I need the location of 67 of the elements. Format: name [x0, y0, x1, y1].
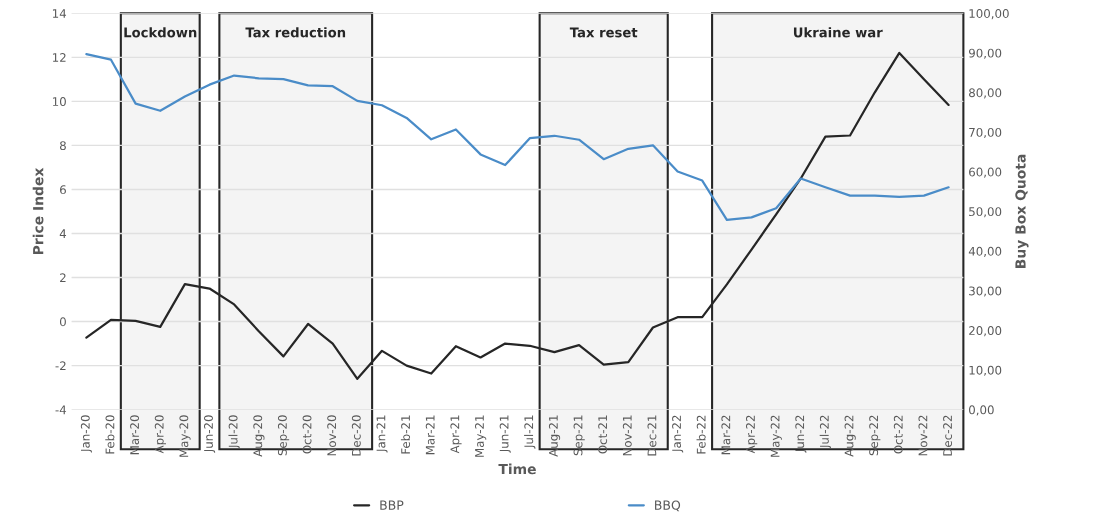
y-tick-label: -4: [55, 405, 67, 415]
legend-label: BBP: [380, 500, 404, 510]
x-tick-label: Oct-21: [598, 415, 608, 454]
x-tick-label: Jun-21: [499, 415, 511, 453]
x-tick-label: Nov-20: [327, 415, 337, 456]
x-tick-label: Nov-21: [622, 415, 632, 456]
y2-tick-label: 0,00: [969, 405, 994, 416]
y-tick-label: 10: [52, 97, 66, 107]
y-tick-label: 12: [52, 53, 66, 62]
y-tick-label: 14: [52, 9, 67, 18]
x-tick-label: Dec-21: [647, 415, 657, 456]
x-tick-label: Jul-21: [524, 415, 536, 449]
y2-tick-label: 70,00: [969, 127, 1002, 139]
x-tick-label: Nov-22: [918, 415, 928, 456]
y2-tick-label: 10,00: [969, 365, 1002, 376]
x-tick-label: Mar-22: [721, 415, 731, 455]
y-tick-label: -2: [55, 361, 66, 371]
x-tick-label: Apr-21: [450, 415, 462, 454]
y2-tick-label: 80,00: [969, 88, 1002, 99]
line-series: [85, 53, 950, 221]
y2-axis-title: Buy Box Quota: [1015, 154, 1029, 268]
y-tick-label: 0: [59, 317, 66, 327]
x-tick-label: Apr-22: [746, 415, 758, 454]
x-tick-label: Sep-22: [869, 415, 881, 456]
x-tick-label: Dec-22: [943, 415, 953, 456]
x-tick-label: Mar-21: [425, 415, 435, 455]
x-tick-label: Feb-20: [105, 415, 115, 454]
x-tick-label: Jul-22: [819, 415, 832, 449]
x-tick-label: Oct-20: [302, 415, 312, 454]
y2-tick-label: 90,00: [968, 48, 1002, 59]
x-tick-label: Sep-21: [573, 415, 585, 456]
x-tick-label: Feb-22: [696, 415, 706, 454]
x-tick-label: Aug-20: [253, 415, 265, 457]
y2-tick-label: 50,00: [969, 207, 1002, 218]
y2-tick-label: 20,00: [969, 326, 1002, 337]
y2-tick-label: 60,00: [969, 167, 1002, 178]
y2-tick-label: 100,00: [969, 9, 1009, 20]
x-tick-label: May-21: [475, 415, 487, 457]
x-tick-label: May-22: [770, 415, 782, 457]
x-tick-label: Oct-22: [893, 415, 903, 454]
x-tick-label: Aug-22: [844, 415, 856, 457]
y2-tick-label: 40,00: [968, 246, 1002, 257]
band-label: Tax reduction: [245, 27, 346, 38]
x-tick-label: Sep-20: [277, 415, 290, 456]
x-tick-label: Feb-21: [400, 415, 411, 454]
band-label: Lockdown: [124, 27, 197, 38]
x-axis-title: Time: [498, 463, 536, 475]
x-tick-label: Apr-20: [154, 415, 166, 454]
x-tick-label: Jan-22: [672, 415, 684, 453]
y-tick-label: 2: [60, 273, 66, 283]
y-axis-title: Price Index: [32, 167, 44, 255]
legend-label: BBQ: [655, 500, 681, 512]
x-tick-label: Jan-20: [80, 415, 92, 453]
x-tick-label: May-20: [179, 415, 191, 457]
x-tick-label: Jun-22: [795, 415, 807, 453]
x-tick-label: Mar-20: [130, 415, 140, 455]
x-tick-label: Dec-20: [351, 415, 361, 456]
y2-tick-label: 30,00: [969, 286, 1002, 297]
x-tick-label: Jan-21: [376, 415, 388, 453]
y-tick-label: 8: [59, 141, 66, 151]
band-label: Tax reset: [569, 27, 638, 38]
y-tick-label: 6: [60, 185, 66, 195]
x-tick-label: Jul-20: [228, 415, 240, 449]
band-label: Ukraine war: [793, 27, 883, 38]
x-tick-label: Aug-21: [548, 415, 561, 457]
y-tick-label: 4: [59, 229, 67, 238]
x-tick-label: Jun-20: [204, 415, 216, 453]
